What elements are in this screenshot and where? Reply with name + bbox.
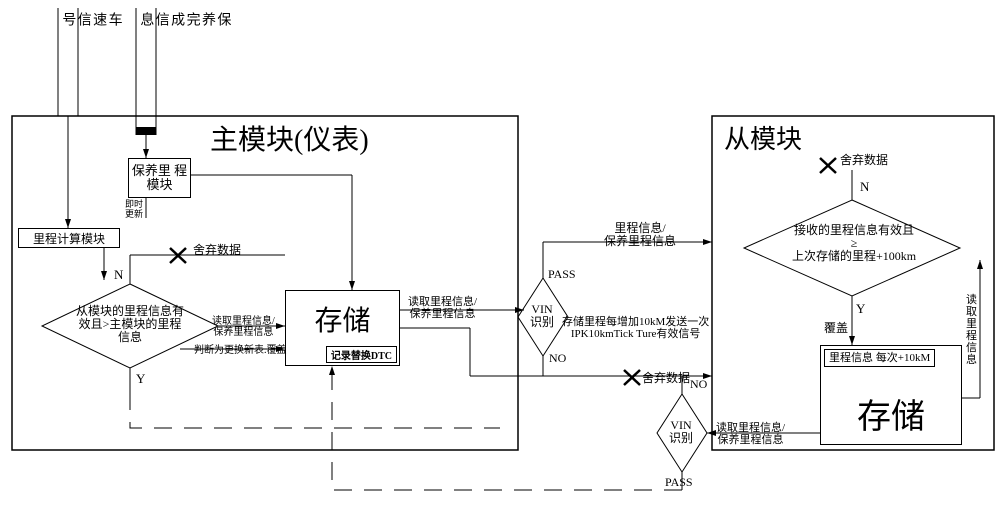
n1-label: N: [114, 268, 123, 282]
read3-label: 读取里程信息/ 保养里程信息: [716, 422, 785, 446]
input-maint-done: 保 养 完 成 信 息: [138, 12, 230, 28]
swap-label: 判断为更换新表.覆盖: [194, 345, 287, 356]
no2-label: NO: [690, 378, 707, 391]
odo-calc-node: 里程计算模块: [18, 228, 120, 248]
read4-label: 读 取 里 程 信 息: [966, 294, 977, 367]
vin1-text: VIN 识别: [530, 303, 554, 329]
y2-label: Y: [856, 302, 865, 316]
tick-label: 存储里程每增加10kM发送一次 IPK10kmTick Ture有效信号: [562, 316, 709, 340]
pass2-label: PASS: [665, 476, 693, 489]
master-diamond-text: 从模块的里程信息有 效且>主模块的里程 信息: [70, 305, 190, 345]
input-speed: 车 速 信 号: [60, 12, 122, 28]
slave-title: 从模块: [724, 126, 802, 155]
slave-diamond-text: 接收的里程信息有效且 ≥ 上次存储的里程+100km: [776, 224, 932, 264]
discard1-label: 舍弃数据: [193, 244, 241, 257]
maint-module-label: 保养里 程模块: [129, 164, 190, 193]
master-title: 主模块(仪表): [210, 126, 369, 157]
slave-storage-sub: 里程信息 每次+10kM: [824, 349, 935, 367]
odo-calc-label: 里程计算模块: [33, 230, 105, 247]
n2-label: N: [860, 180, 869, 194]
maint-module-node: 保养里 程模块: [128, 158, 191, 198]
discard3-label: 舍弃数据: [642, 372, 690, 385]
discard2-label: 舍弃数据: [840, 154, 888, 167]
cover-label: 覆盖: [824, 322, 848, 335]
master-storage-sub: 记录替换DTC: [326, 346, 397, 363]
mileage-maint-label: 里程信息/ 保养里程信息: [604, 222, 676, 248]
y1-label: Y: [136, 372, 145, 386]
read2-label: 读取里程信息/ 保养里程信息: [408, 296, 477, 320]
pass1-label: PASS: [548, 268, 576, 281]
vin2-text: VIN 识别: [669, 419, 693, 445]
slave-storage-node: 里程信息 每次+10kM 存储: [820, 345, 962, 445]
slave-storage-label: 存储: [821, 389, 961, 438]
master-storage-node: 存储 记录替换DTC: [285, 290, 400, 366]
master-storage-label: 存储: [286, 299, 399, 339]
maint-module-note: 即时 更新: [125, 200, 143, 220]
no1-label: NO: [549, 352, 566, 365]
read1-label: 读取里程信息/ 保养里程信息: [212, 316, 275, 338]
